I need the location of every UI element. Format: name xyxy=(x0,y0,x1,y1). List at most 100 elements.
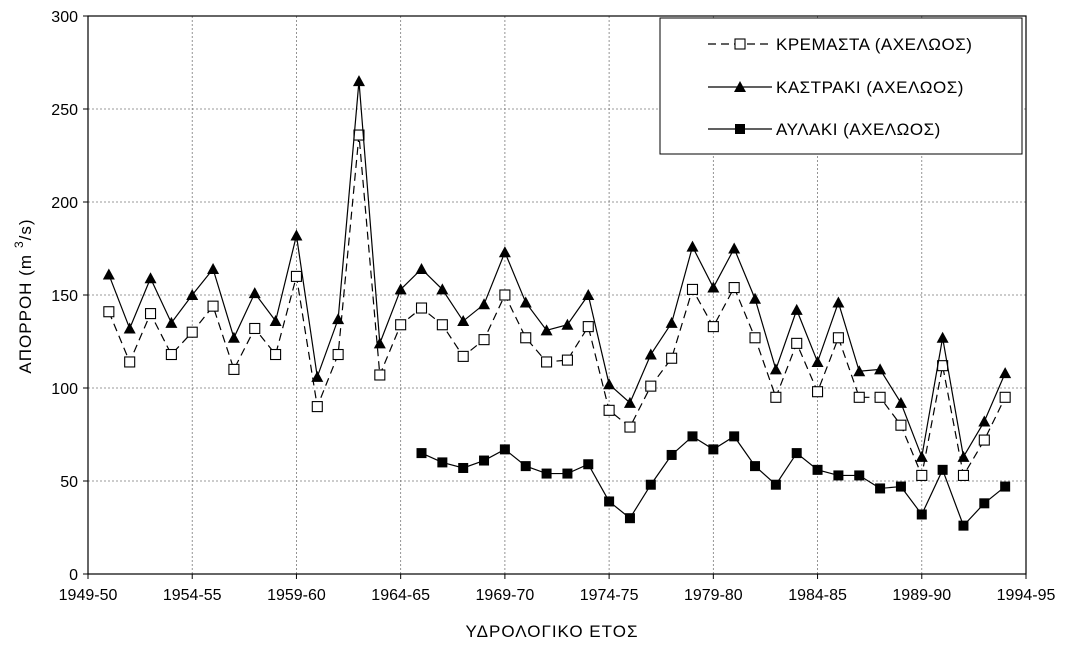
series-2-point xyxy=(457,315,470,327)
series-1-point xyxy=(395,319,407,331)
series-1-point xyxy=(499,289,511,301)
series-2-point xyxy=(853,365,866,377)
series-2-point xyxy=(248,287,261,299)
series-1-point xyxy=(957,469,970,481)
series-3-point xyxy=(916,509,927,520)
series-1-point xyxy=(582,321,594,333)
y-tick-label: 300 xyxy=(51,9,78,26)
series-3-point xyxy=(479,455,490,466)
series-3-point xyxy=(687,431,698,442)
series-3-point xyxy=(666,449,677,460)
y-tick-label: 250 xyxy=(51,102,78,119)
y-tick-label: 200 xyxy=(51,195,78,212)
series-1-point xyxy=(228,363,240,375)
series-1-point xyxy=(332,348,344,361)
series-1-point xyxy=(666,352,678,364)
series-3-point xyxy=(812,464,823,475)
series-2-point xyxy=(290,229,303,241)
series-3-point xyxy=(791,448,802,459)
y-tick-label: 50 xyxy=(60,474,78,491)
series-1-point xyxy=(415,302,428,314)
series-2-point xyxy=(373,337,386,349)
series-3-point xyxy=(770,479,781,490)
series-2-point xyxy=(394,283,407,295)
series-1-point xyxy=(978,434,990,446)
series-1-point xyxy=(290,270,302,282)
x-tick-label: 1959-60 xyxy=(267,587,326,604)
series-1-point xyxy=(603,404,615,416)
series-1-point xyxy=(457,350,469,362)
series-2-point xyxy=(436,283,449,295)
series-2-point xyxy=(874,363,887,375)
legend: ΚΡΕΜΑΣΤΑ (ΑΧΕΛΩΟΣ) ΚΑΣΤΡΑΚΙ (ΑΧΕΛΩΟΣ) ΑΥΛΑ… xyxy=(659,17,1023,155)
series-3-point xyxy=(541,468,552,479)
series-2-point xyxy=(665,316,678,328)
legend-label: ΑΥΛΑΚΙ (ΑΧΕΛΩΟΣ) xyxy=(776,120,941,139)
y-axis-ticks: 0 50 100 150 200 250 300 xyxy=(51,9,88,584)
legend-label: ΚΡΕΜΑΣΤΑ (ΑΧΕΛΩΟΣ) xyxy=(776,35,972,54)
series-3-point xyxy=(1000,481,1011,492)
x-tick-label: 1979-80 xyxy=(684,587,743,604)
x-tick-label: 1994-95 xyxy=(997,587,1056,604)
series-2-point xyxy=(478,298,491,310)
series-3-point xyxy=(854,470,865,481)
series-1-point xyxy=(916,469,928,481)
series-1-point xyxy=(561,354,573,366)
legend-item-3: ΑΥΛΑΚΙ (ΑΧΕΛΩΟΣ) xyxy=(708,120,941,139)
series-1-point xyxy=(478,334,490,346)
series-2-point xyxy=(894,396,907,408)
legend-marker xyxy=(734,38,746,50)
series-2-point xyxy=(519,296,532,308)
series-2-point xyxy=(123,322,136,334)
series-3-point xyxy=(624,513,635,524)
x-axis-title: ΥΔΡΟΛΟΓΙΚΟ ΕΤΟΣ xyxy=(466,622,639,641)
series-3-point xyxy=(729,431,740,442)
series-1-point xyxy=(812,386,824,398)
series-2-point xyxy=(644,348,657,360)
series-1-point xyxy=(144,308,157,320)
series-2-point xyxy=(165,316,178,328)
series-2-point xyxy=(623,396,636,408)
series-2-point xyxy=(415,262,428,274)
series-3-point xyxy=(499,444,510,455)
series-3-point xyxy=(520,461,531,472)
series-1-point xyxy=(103,306,115,318)
series-3-point xyxy=(437,457,448,468)
series-1-point xyxy=(249,322,261,335)
series-2-point xyxy=(936,331,949,343)
y-tick-label: 150 xyxy=(51,288,78,305)
legend-item-1: ΚΡΕΜΑΣΤΑ (ΑΧΕΛΩΟΣ) xyxy=(708,35,972,54)
series-2-point xyxy=(999,367,1012,379)
series-2-point xyxy=(790,303,803,315)
series-3-point xyxy=(583,459,594,470)
x-tick-label: 1969-70 xyxy=(476,587,535,604)
x-tick-label: 1989-90 xyxy=(892,587,951,604)
y-axis-title: ΑΠΟΡΡΟΗ (m 3/s) xyxy=(12,218,35,373)
series-1-point xyxy=(124,356,136,368)
series-1-point xyxy=(895,419,907,431)
legend-marker xyxy=(734,81,746,92)
series-1-point xyxy=(645,380,657,392)
series-2-point xyxy=(769,363,782,375)
x-tick-label: 1974-75 xyxy=(580,587,639,604)
legend-label: ΚΑΣΤΡΑΚΙ (ΑΧΕΛΩΟΣ) xyxy=(776,78,964,97)
series-1-point xyxy=(374,369,386,381)
series-1-point xyxy=(707,321,719,333)
series-1-point xyxy=(999,391,1011,403)
legend-marker xyxy=(735,124,745,134)
series-2-point xyxy=(686,240,699,252)
series-2-point xyxy=(561,318,574,330)
series-2-point xyxy=(352,75,365,87)
series-3-point xyxy=(937,464,948,475)
series-2-point xyxy=(311,370,324,382)
series-layer xyxy=(102,75,1012,531)
series-3-point xyxy=(458,462,469,473)
series-1-point xyxy=(186,326,198,338)
series-2 xyxy=(102,75,1012,462)
series-2-point xyxy=(269,315,282,327)
y-tick-label: 100 xyxy=(51,381,78,398)
series-1-point xyxy=(207,300,219,312)
series-2-point xyxy=(227,331,240,343)
series-1-point xyxy=(311,401,323,413)
